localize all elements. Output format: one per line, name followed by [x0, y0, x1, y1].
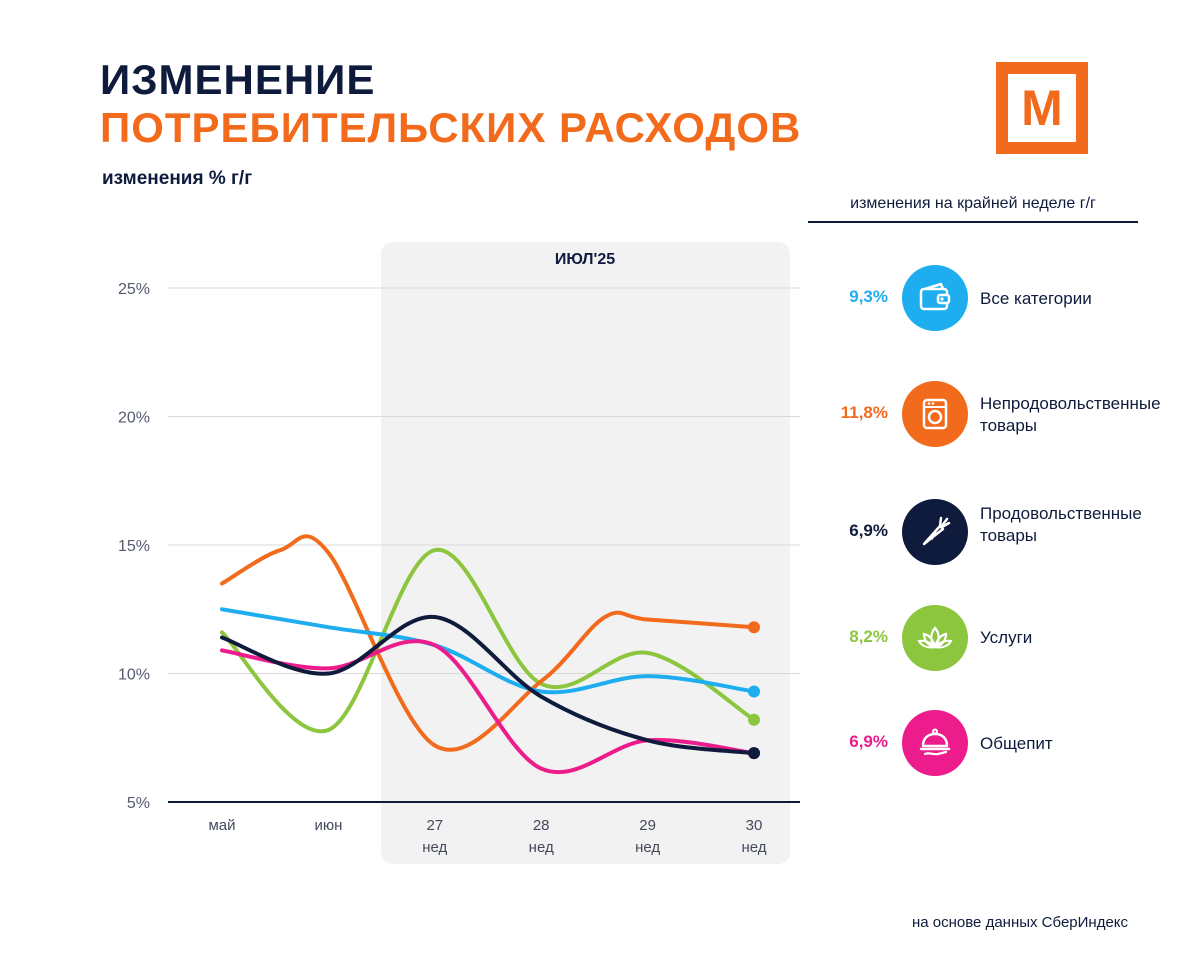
lotus-icon [902, 605, 968, 671]
highlight-period-band [381, 242, 790, 864]
legend-value: 6,9% [849, 732, 888, 751]
series-end-point-1 [748, 621, 760, 634]
washing-machine-icon [902, 381, 968, 447]
x-tick-label: 28 [533, 817, 550, 834]
x-tick-sublabel: нед [741, 839, 766, 856]
page-title-line1: ИЗМЕНЕНИЕ [100, 56, 376, 103]
x-tick-label: 27 [426, 817, 443, 834]
series-line-0 [220, 607, 756, 695]
y-tick-label: 15% [118, 538, 150, 555]
x-tick-sublabel: нед [529, 839, 554, 856]
legend-value: 9,3% [849, 287, 888, 306]
y-tick-label: 20% [118, 410, 150, 427]
data-source-note: на основе данных СберИндекс [912, 914, 1129, 931]
series-line-2 [220, 614, 756, 756]
x-tick-label: май [208, 817, 235, 834]
legend-label: Услуги [980, 628, 1033, 647]
series-end-point-2 [748, 747, 760, 760]
legend-label: Все категории [980, 289, 1092, 308]
legend-value: 11,8% [840, 403, 888, 422]
carrot-icon [902, 499, 968, 565]
legend-item-all: 9,3% Все категории [800, 265, 1200, 335]
legend-divider [808, 221, 1138, 223]
page-title-line2: ПОТРЕБИТЕЛЬСКИХ РАСХОДОВ [100, 104, 802, 151]
legend-label: Непродовольственные товары [980, 394, 1161, 435]
legend-value: 8,2% [849, 627, 888, 646]
series-line-3 [220, 548, 756, 734]
cloche-icon [902, 710, 968, 776]
legend-label: Продовольственные товары [980, 504, 1142, 545]
chart-subtitle: изменения % г/г [102, 168, 253, 189]
legend-item-food: 6,9% Продовольственные товары [800, 499, 1200, 569]
x-tick-label: 30 [746, 817, 763, 834]
x-tick-sublabel: нед [635, 839, 660, 856]
line-chart: ИЮЛ'25 5% 10% 15% 20% 25% май июн 27 нед 28 нед 29… [118, 242, 800, 864]
legend-heading: изменения на крайней неделе г/г [850, 195, 1096, 212]
x-tick-label: 29 [639, 817, 656, 834]
highlight-period-label: ИЮЛ'25 [555, 251, 615, 268]
brand-logo: М [996, 62, 1088, 154]
wallet-icon [902, 265, 968, 331]
legend-value: 6,9% [849, 521, 888, 540]
legend-item-services: 8,2% Услуги [800, 605, 1200, 675]
legend-item-catering: 6,9% Общепит [800, 710, 1200, 780]
brand-logo-letter: М [1021, 80, 1063, 136]
brand-logo-inner: М [1008, 74, 1076, 142]
x-tick-label: июн [314, 817, 342, 834]
y-tick-label: 5% [127, 795, 150, 812]
y-tick-label: 25% [118, 281, 150, 298]
legend-item-nonfood: 11,8% Непродовольственные товары [800, 381, 1200, 451]
series-line-1 [220, 534, 756, 752]
y-tick-label: 10% [118, 667, 150, 684]
series-end-point-3 [748, 713, 760, 726]
legend-label: Общепит [980, 734, 1053, 753]
x-tick-sublabel: нед [422, 839, 447, 856]
series-end-point-0 [748, 685, 760, 698]
